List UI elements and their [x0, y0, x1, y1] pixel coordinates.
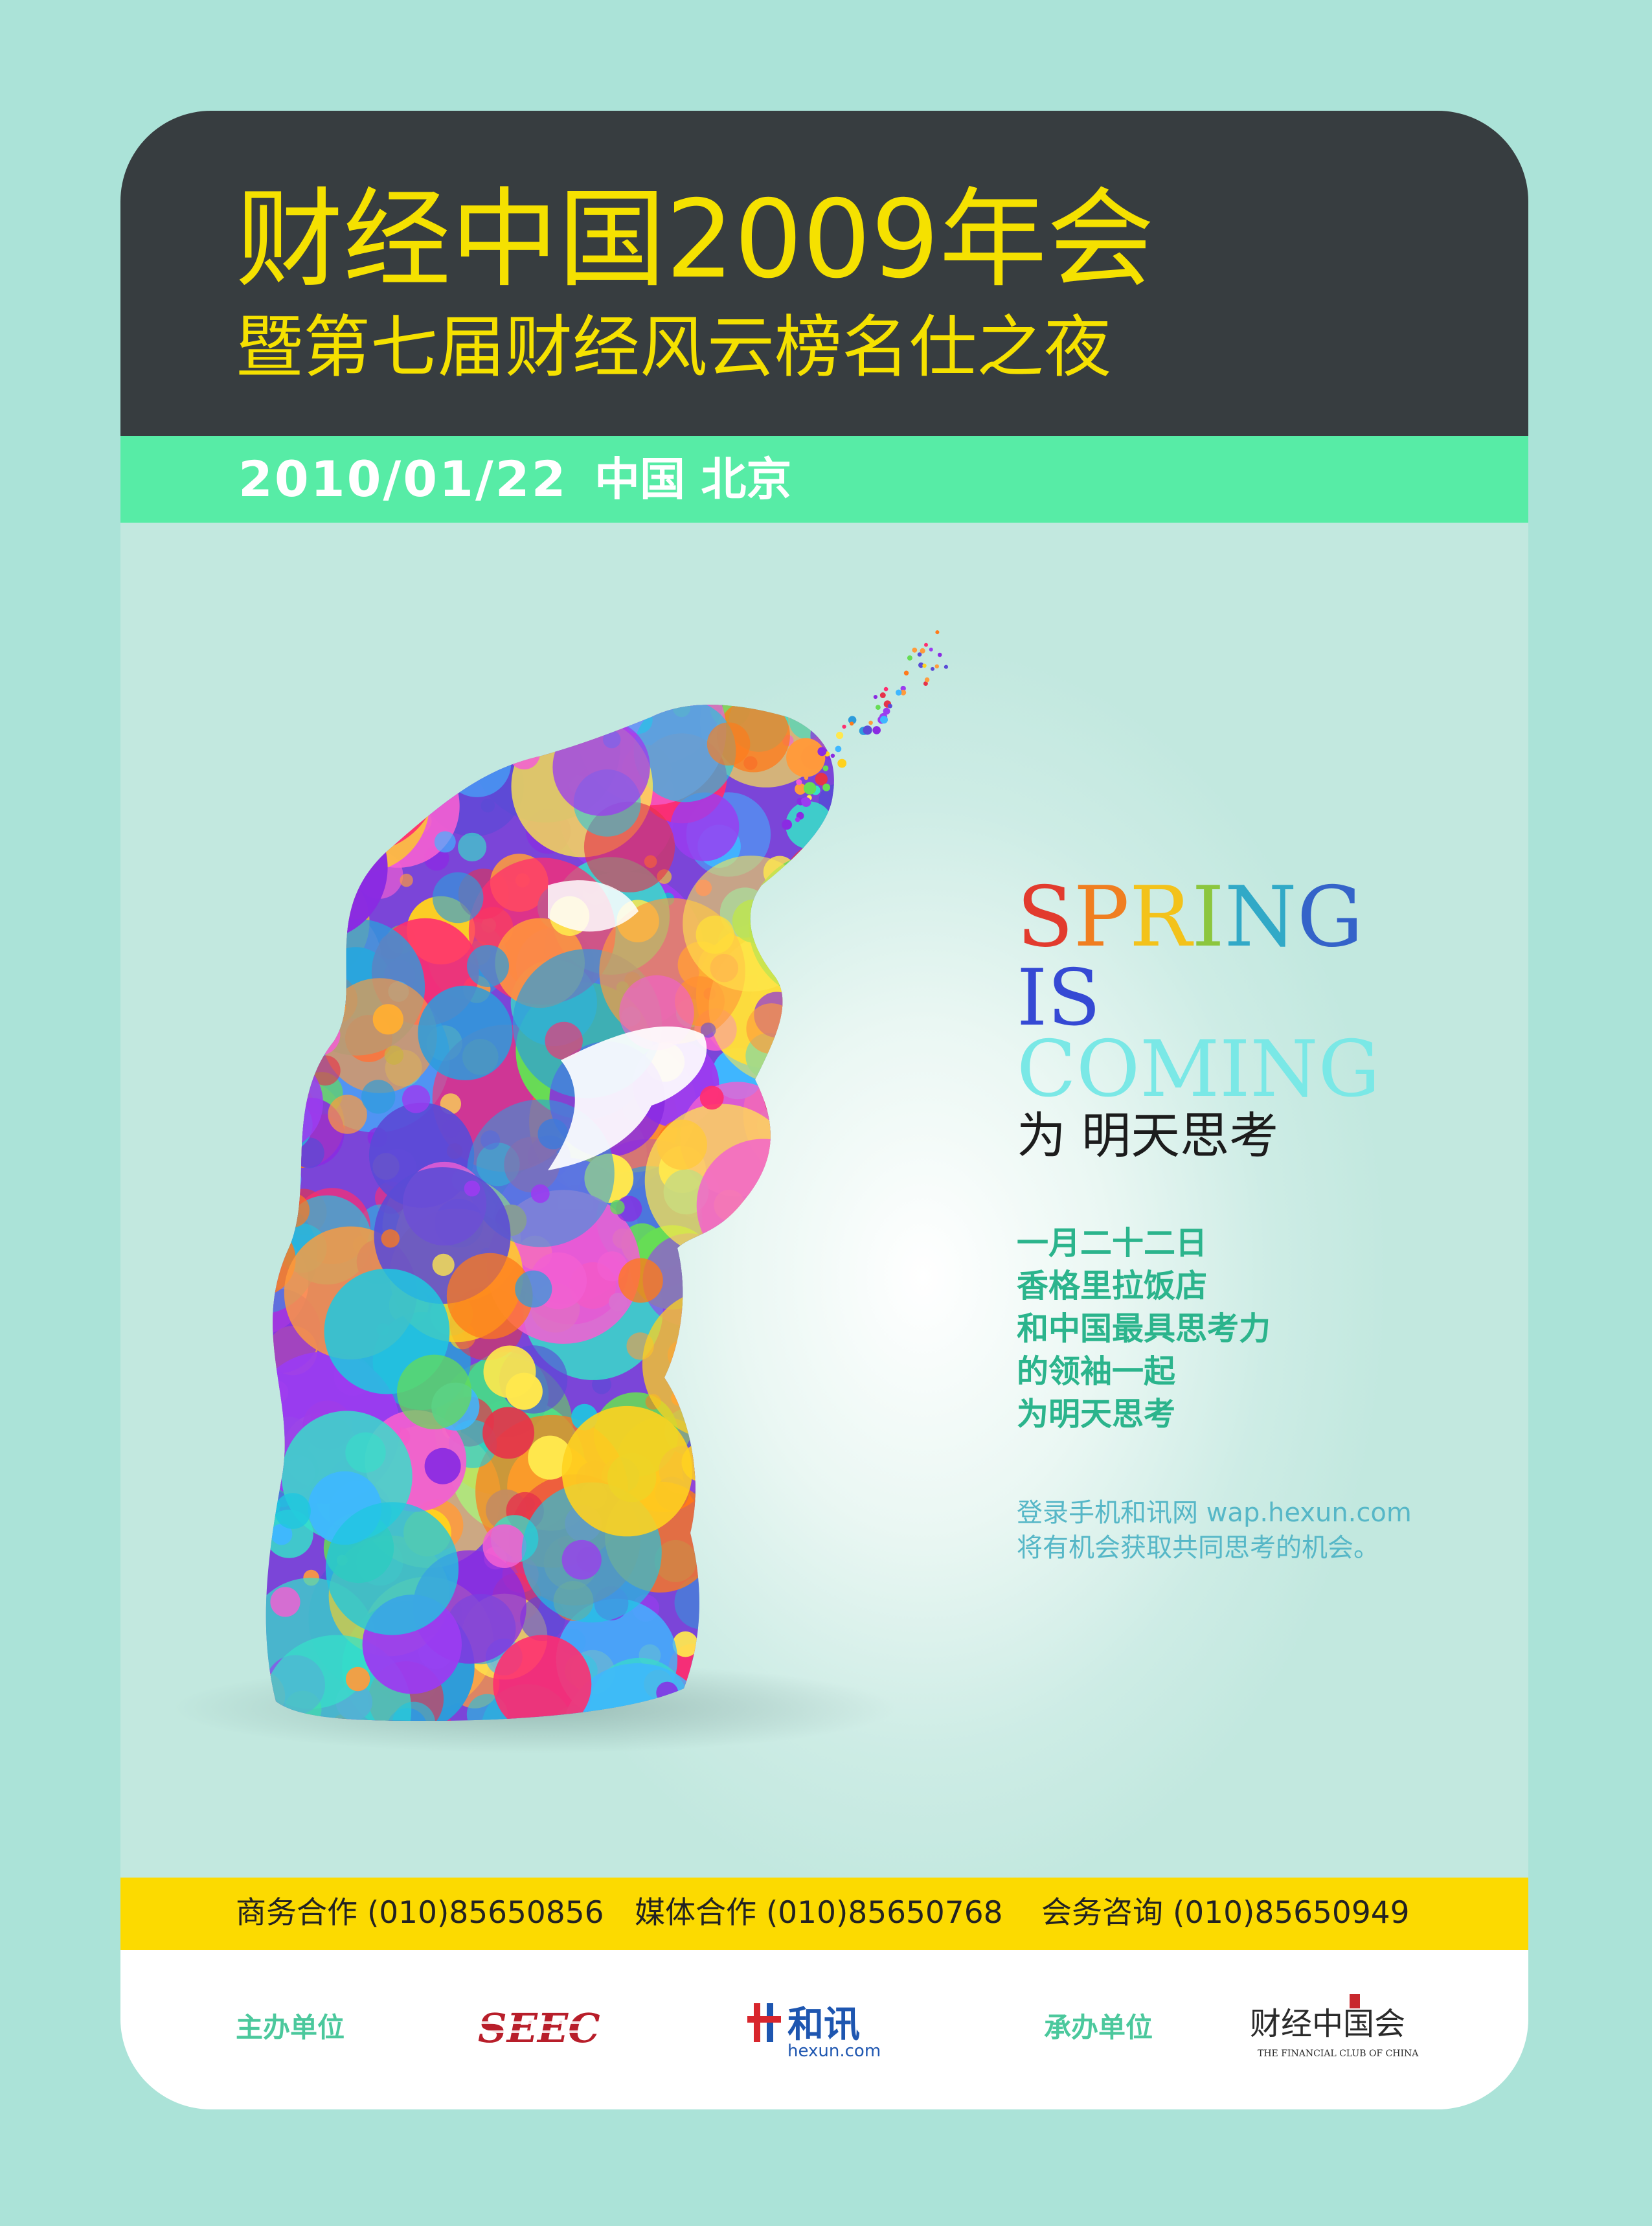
event-title: 财经中国2009年会 — [236, 177, 1155, 302]
thinker-bubble-illustration — [172, 630, 948, 1753]
spring-letter: I — [1192, 869, 1225, 966]
poster-card: 财经中国2009年会 暨第七届财经风云榜名仕之夜 2010/01/22 中国 北… — [120, 111, 1528, 2109]
detail-line: 和中国最具思考力 — [1017, 1310, 1271, 1347]
coming-word: COMING — [1017, 1025, 1381, 1115]
sponsor-strip: 主办单位 SEEC 和讯 hexun.com 承办单位 财经中国会 THE FI… — [120, 1950, 1528, 2109]
event-location: 中国 北京 — [594, 453, 792, 506]
tagline: 为 明天思考 — [1017, 1107, 1279, 1164]
organizer-label: 主办单位 — [236, 2012, 345, 2043]
svg-text:和讯: 和讯 — [787, 2004, 860, 2046]
hexun-logo: 和讯 hexun.com — [747, 2003, 881, 2061]
detail-line: 一月二十二日 — [1017, 1225, 1208, 1262]
is-word: IS — [1017, 953, 1101, 1043]
media-contact: 媒体合作 (010)85650768 — [635, 1895, 1003, 1931]
detail-line: 为明天思考 — [1017, 1396, 1176, 1433]
business-contact: 商务合作 (010)85650856 — [236, 1895, 604, 1931]
event-subtitle: 暨第七届财经风云榜名仕之夜 — [236, 308, 1112, 387]
coorganizer-label: 承办单位 — [1044, 2012, 1153, 2043]
spring-letter: P — [1073, 869, 1129, 966]
financial-club-logo: 财经中国会 THE FINANCIAL CLUB OF CHINA — [1250, 1994, 1419, 2059]
conference-contact: 会务咨询 (010)85650949 — [1041, 1895, 1410, 1931]
mobile-note-line2: 将有机会获取共同思考的机会。 — [1017, 1533, 1379, 1563]
date-band: 2010/01/22 中国 北京 — [120, 436, 1528, 523]
spring-letter: G — [1296, 869, 1363, 966]
header-band: 财经中国2009年会 暨第七届财经风云榜名仕之夜 — [120, 111, 1528, 436]
detail-line: 的领袖一起 — [1017, 1353, 1176, 1390]
event-details: 一月二十二日 香格里拉饭店 和中国最具思考力 的领袖一起 为明天思考 — [1017, 1222, 1271, 1436]
svg-text:SEEC: SEEC — [478, 2005, 600, 2052]
svg-text:财经中国会: 财经中国会 — [1250, 2006, 1405, 2042]
spring-letter: S — [1017, 869, 1074, 966]
svg-text:hexun.com: hexun.com — [787, 2041, 881, 2061]
contact-band: 商务合作 (010)85650856 媒体合作 (010)85650768 会务… — [120, 1878, 1528, 1950]
svg-text:THE FINANCIAL CLUB OF CHINA: THE FINANCIAL CLUB OF CHINA — [1258, 2049, 1419, 2059]
bubble-spray — [782, 630, 948, 830]
mobile-note: 登录手机和讯网 wap.hexun.com 将有机会获取共同思考的机会。 — [1017, 1495, 1412, 1565]
spring-letter: R — [1129, 869, 1192, 966]
seec-logo: SEEC — [475, 2005, 611, 2052]
spring-letter: N — [1224, 869, 1297, 966]
detail-line: 香格里拉饭店 — [1017, 1267, 1208, 1304]
spring-heading: SPRING — [1017, 872, 1363, 963]
mobile-note-line1: 登录手机和讯网 wap.hexun.com — [1017, 1498, 1412, 1528]
event-date: 2010/01/22 — [238, 450, 568, 508]
